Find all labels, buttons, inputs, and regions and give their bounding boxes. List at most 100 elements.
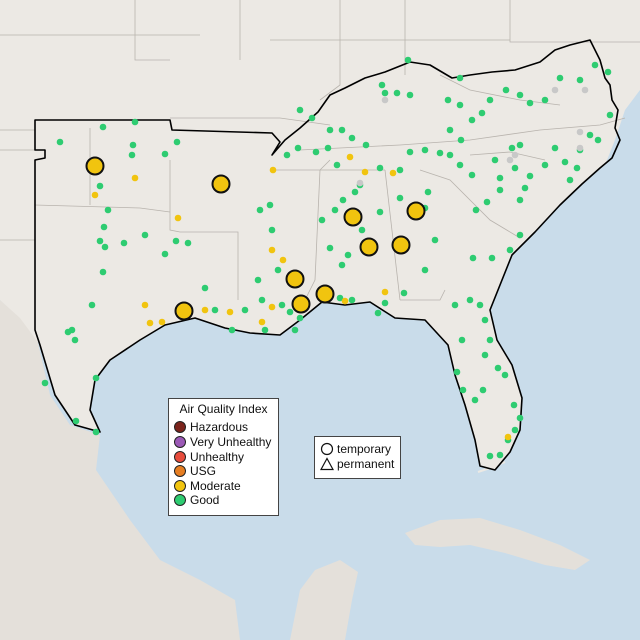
good-site-marker[interactable] [551, 144, 559, 152]
site-marker[interactable] [576, 128, 584, 136]
good-site-marker[interactable] [421, 146, 429, 154]
good-site-marker[interactable] [254, 276, 262, 284]
good-site-marker[interactable] [64, 328, 72, 336]
good-site-marker[interactable] [516, 91, 524, 99]
good-site-marker[interactable] [561, 158, 569, 166]
good-site-marker[interactable] [591, 61, 599, 69]
good-site-marker[interactable] [406, 91, 414, 99]
good-site-marker[interactable] [96, 182, 104, 190]
good-site-marker[interactable] [161, 250, 169, 258]
site-marker[interactable] [356, 179, 364, 187]
good-site-marker[interactable] [268, 226, 276, 234]
good-site-marker[interactable] [556, 74, 564, 82]
good-site-marker[interactable] [431, 236, 439, 244]
site-marker[interactable] [511, 151, 519, 159]
good-site-marker[interactable] [478, 109, 486, 117]
good-site-marker[interactable] [476, 301, 484, 309]
highlighted-site-marker[interactable] [85, 156, 105, 176]
good-site-marker[interactable] [566, 176, 574, 184]
good-site-marker[interactable] [362, 141, 370, 149]
highlighted-site-marker[interactable] [406, 201, 426, 221]
good-site-marker[interactable] [326, 126, 334, 134]
good-site-marker[interactable] [99, 268, 107, 276]
good-site-marker[interactable] [96, 237, 104, 245]
good-site-marker[interactable] [446, 151, 454, 159]
good-site-marker[interactable] [256, 206, 264, 214]
good-site-marker[interactable] [131, 118, 139, 126]
good-site-marker[interactable] [511, 426, 519, 434]
good-site-marker[interactable] [436, 149, 444, 157]
good-site-marker[interactable] [526, 99, 534, 107]
moderate-site-marker[interactable] [279, 256, 287, 264]
good-site-marker[interactable] [472, 206, 480, 214]
moderate-site-marker[interactable] [504, 433, 512, 441]
good-site-marker[interactable] [278, 301, 286, 309]
good-site-marker[interactable] [481, 316, 489, 324]
good-site-marker[interactable] [72, 417, 80, 425]
good-site-marker[interactable] [468, 171, 476, 179]
good-site-marker[interactable] [508, 144, 516, 152]
moderate-site-marker[interactable] [201, 306, 209, 314]
good-site-marker[interactable] [201, 284, 209, 292]
good-site-marker[interactable] [526, 172, 534, 180]
good-site-marker[interactable] [283, 151, 291, 159]
good-site-marker[interactable] [286, 308, 294, 316]
good-site-marker[interactable] [381, 299, 389, 307]
good-site-marker[interactable] [261, 326, 269, 334]
good-site-marker[interactable] [541, 161, 549, 169]
good-site-marker[interactable] [501, 371, 509, 379]
good-site-marker[interactable] [541, 96, 549, 104]
good-site-marker[interactable] [491, 156, 499, 164]
moderate-site-marker[interactable] [346, 153, 354, 161]
good-site-marker[interactable] [393, 89, 401, 97]
highlighted-site-marker[interactable] [211, 174, 231, 194]
site-marker[interactable] [576, 144, 584, 152]
moderate-site-marker[interactable] [131, 174, 139, 182]
site-marker[interactable] [551, 86, 559, 94]
moderate-site-marker[interactable] [226, 308, 234, 316]
good-site-marker[interactable] [336, 294, 344, 302]
site-marker[interactable] [381, 96, 389, 104]
highlighted-site-marker[interactable] [291, 294, 311, 314]
good-site-marker[interactable] [312, 148, 320, 156]
good-site-marker[interactable] [378, 81, 386, 89]
good-site-marker[interactable] [101, 243, 109, 251]
good-site-marker[interactable] [92, 374, 100, 382]
good-site-marker[interactable] [502, 86, 510, 94]
moderate-site-marker[interactable] [269, 166, 277, 174]
good-site-marker[interactable] [400, 289, 408, 297]
good-site-marker[interactable] [469, 254, 477, 262]
good-site-marker[interactable] [348, 296, 356, 304]
good-site-marker[interactable] [128, 151, 136, 159]
good-site-marker[interactable] [516, 231, 524, 239]
good-site-marker[interactable] [173, 138, 181, 146]
good-site-marker[interactable] [451, 301, 459, 309]
good-site-marker[interactable] [241, 306, 249, 314]
good-site-marker[interactable] [88, 301, 96, 309]
good-site-marker[interactable] [104, 206, 112, 214]
good-site-marker[interactable] [594, 136, 602, 144]
good-site-marker[interactable] [258, 296, 266, 304]
good-site-marker[interactable] [344, 251, 352, 259]
good-site-marker[interactable] [56, 138, 64, 146]
good-site-marker[interactable] [318, 216, 326, 224]
moderate-site-marker[interactable] [389, 169, 397, 177]
good-site-marker[interactable] [291, 326, 299, 334]
good-site-marker[interactable] [483, 198, 491, 206]
good-site-marker[interactable] [348, 134, 356, 142]
good-site-marker[interactable] [494, 364, 502, 372]
good-site-marker[interactable] [496, 186, 504, 194]
good-site-marker[interactable] [496, 174, 504, 182]
good-site-marker[interactable] [606, 111, 614, 119]
good-site-marker[interactable] [506, 246, 514, 254]
highlighted-site-marker[interactable] [343, 207, 363, 227]
good-site-marker[interactable] [404, 56, 412, 64]
good-site-marker[interactable] [456, 101, 464, 109]
good-site-marker[interactable] [374, 309, 382, 317]
good-site-marker[interactable] [381, 89, 389, 97]
good-site-marker[interactable] [228, 326, 236, 334]
site-marker[interactable] [506, 156, 514, 164]
good-site-marker[interactable] [92, 428, 100, 436]
moderate-site-marker[interactable] [381, 288, 389, 296]
good-site-marker[interactable] [468, 116, 476, 124]
